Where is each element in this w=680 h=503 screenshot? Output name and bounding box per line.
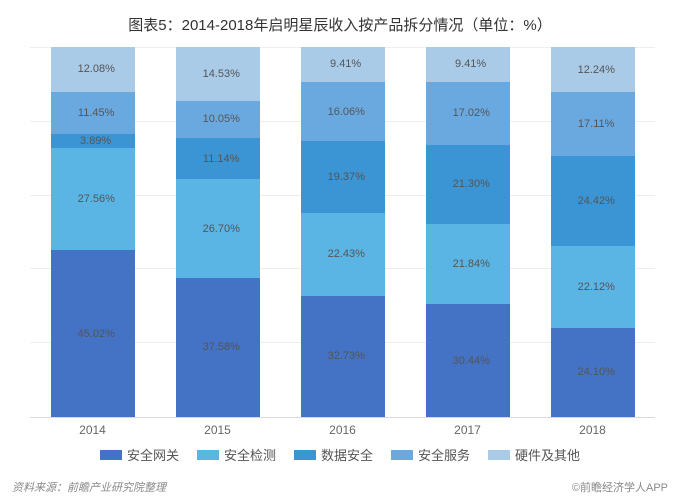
stacked-bar: 45.02% 27.56% 3.89% 11.45% 12.08% [51,47,135,417]
bar-segment: 3.89% [51,134,135,148]
segment-value-label: 11.45% [78,107,115,119]
segment-value-label: 27.56% [78,193,115,205]
segment-value-label: 17.11% [578,118,615,130]
source-text: 资料来源：前瞻产业研究院整理 [12,479,166,495]
segment-value-label: 3.89% [80,135,111,147]
chart-legend: 安全网关 安全检测 数据安全 安全服务 硬件及其他 [0,445,680,464]
stacked-bar: 24.10% 22.12% 24.42% 17.11% 12.24% [551,47,635,417]
segment-value-label: 17.02% [453,107,490,119]
bar-segment: 12.08% [51,47,135,92]
segment-value-label: 24.10% [578,366,615,378]
legend-item: 安全检测 [197,445,276,464]
bar-column: 45.02%27.56%3.89%11.45%12.08%2014 [51,48,135,417]
segment-value-label: 24.42% [578,195,615,207]
bar-segment: 12.24% [551,47,635,92]
bar-segment: 16.06% [301,82,385,141]
watermark-text: ©前瞻经济学人APP [572,479,668,495]
legend-label: 安全网关 [127,445,179,464]
legend-label: 硬件及其他 [515,445,580,464]
bar-column: 30.44%21.84%21.30%17.02%9.41%2017 [426,48,510,417]
bar-segment: 27.56% [51,148,135,250]
legend-item: 硬件及其他 [488,445,580,464]
chart-plot-area: 45.02%27.56%3.89%11.45%12.08%201437.58%2… [30,48,655,418]
x-axis-label: 2018 [551,423,635,437]
segment-value-label: 14.53% [203,68,240,80]
legend-swatch [197,450,219,460]
x-axis-label: 2016 [301,423,385,437]
bar-column: 24.10%22.12%24.42%17.11%12.24%2018 [551,48,635,417]
segment-value-label: 37.58% [203,341,240,353]
bar-segment: 17.11% [551,92,635,155]
x-axis-label: 2017 [426,423,510,437]
stacked-bar: 30.44% 21.84% 21.30% 17.02% 9.41% [426,47,510,417]
bar-container: 45.02%27.56%3.89%11.45%12.08%201437.58%2… [30,48,655,417]
segment-value-label: 21.30% [453,178,490,190]
bar-segment: 30.44% [426,304,510,417]
bar-segment: 21.84% [426,224,510,305]
legend-label: 安全服务 [418,445,470,464]
bar-segment: 21.30% [426,145,510,224]
segment-value-label: 9.41% [330,58,361,70]
bar-column: 37.58%26.70%11.14%10.05%14.53%2015 [176,48,260,417]
legend-swatch [294,450,316,460]
stacked-bar: 37.58% 26.70% 11.14% 10.05% 14.53% [176,47,260,417]
bar-segment: 32.73% [301,296,385,417]
segment-value-label: 32.73% [328,350,365,362]
segment-value-label: 10.05% [203,113,240,125]
segment-value-label: 22.12% [578,281,615,293]
segment-value-label: 45.02% [78,328,115,340]
bar-segment: 11.14% [176,138,260,179]
segment-value-label: 19.37% [328,171,365,183]
segment-value-label: 9.41% [455,58,486,70]
legend-swatch [100,450,122,460]
x-axis-label: 2015 [176,423,260,437]
bar-segment: 22.43% [301,213,385,296]
bar-segment: 22.12% [551,246,635,328]
bar-segment: 17.02% [426,82,510,145]
chart-title: 图表5：2014-2018年启明星辰收入按产品拆分情况（单位：%） [0,0,680,35]
legend-label: 安全检测 [224,445,276,464]
bar-segment: 10.05% [176,101,260,138]
segment-value-label: 26.70% [203,223,240,235]
legend-item: 安全服务 [391,445,470,464]
bar-segment: 24.10% [551,328,635,417]
legend-item: 安全网关 [100,445,179,464]
bar-column: 32.73%22.43%19.37%16.06%9.41%2016 [301,48,385,417]
bar-segment: 24.42% [551,156,635,246]
legend-swatch [488,450,510,460]
segment-value-label: 22.43% [328,248,365,260]
bar-segment: 9.41% [426,47,510,82]
bar-segment: 26.70% [176,179,260,278]
segment-value-label: 12.08% [78,63,115,75]
bar-segment: 19.37% [301,141,385,213]
bar-segment: 9.41% [301,47,385,82]
bar-segment: 14.53% [176,47,260,101]
bar-segment: 45.02% [51,250,135,417]
stacked-bar: 32.73% 22.43% 19.37% 16.06% 9.41% [301,47,385,417]
segment-value-label: 21.84% [453,258,490,270]
segment-value-label: 30.44% [453,355,490,367]
x-axis-label: 2014 [51,423,135,437]
bar-segment: 37.58% [176,278,260,417]
legend-item: 数据安全 [294,445,373,464]
bar-segment: 11.45% [51,92,135,134]
segment-value-label: 11.14% [203,153,240,165]
legend-swatch [391,450,413,460]
segment-value-label: 16.06% [328,106,365,118]
segment-value-label: 12.24% [578,64,615,76]
legend-label: 数据安全 [321,445,373,464]
